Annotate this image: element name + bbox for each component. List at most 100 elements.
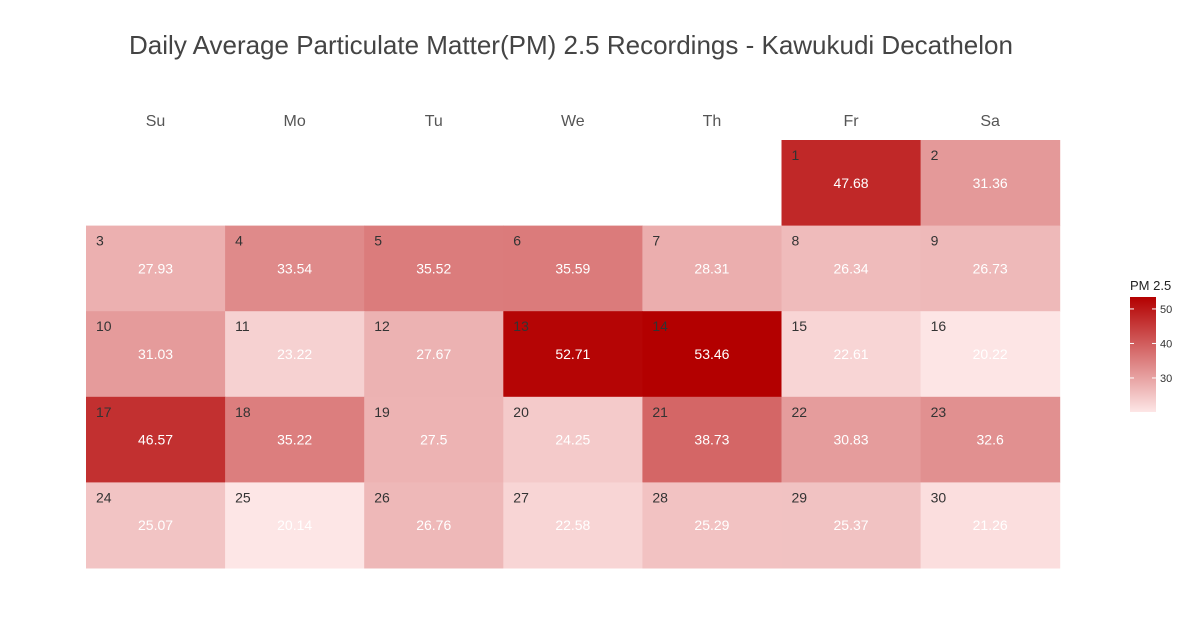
day-number: 23 (931, 404, 947, 420)
legend-tick-label: 30 (1160, 373, 1172, 385)
day-cell: 147.68 (781, 140, 922, 227)
day-number: 2 (931, 147, 939, 163)
day-number: 8 (792, 233, 800, 249)
pm-value: 26.73 (973, 260, 1008, 276)
legend-tick-label: 40 (1160, 338, 1172, 350)
day-cell-fill (781, 140, 922, 227)
pm-value: 20.14 (277, 517, 312, 533)
day-number: 24 (96, 489, 112, 505)
pm-value: 25.29 (694, 517, 729, 533)
day-cell-fill (503, 311, 643, 398)
day-cell-fill (642, 311, 782, 398)
weekday-label: Tu (425, 113, 443, 130)
day-cell: 535.52 (364, 225, 504, 312)
day-cell: 11 23.22 (225, 311, 365, 398)
day-number: 27 (513, 489, 529, 505)
day-cell-fill (642, 225, 782, 312)
day-number: 6 (513, 233, 521, 249)
day-cell-fill (225, 396, 365, 483)
day-cell-fill (364, 225, 504, 312)
legend-tick-label: 50 (1160, 304, 1172, 316)
day-cell: 30 21.26 (920, 482, 1061, 569)
day-cell-fill (503, 396, 643, 483)
day-cell-fill (920, 311, 1061, 398)
day-number: 28 (652, 489, 668, 505)
day-number: 29 (792, 489, 808, 505)
day-cell-fill (920, 396, 1061, 483)
day-number: 20 (513, 404, 529, 420)
day-cell: 29 25.37 (781, 482, 922, 569)
day-cell: 16 20.22 (920, 311, 1061, 398)
day-cell: 231.36 (920, 140, 1061, 227)
day-cell: 15 22.61 (781, 311, 922, 398)
pm-value: 25.37 (834, 517, 869, 533)
day-cell-fill (364, 482, 504, 569)
day-cell-fill (642, 482, 782, 569)
pm-value: 20.22 (973, 346, 1008, 362)
pm-value: 31.03 (138, 346, 173, 362)
legend-colorbar (1130, 297, 1156, 412)
pm-value: 26.76 (416, 517, 451, 533)
day-cell-fill (225, 482, 365, 569)
pm-value: 35.22 (277, 432, 312, 448)
day-cell-fill (364, 311, 504, 398)
day-cell: 24 25.07 (86, 482, 226, 569)
day-cell-fill (86, 482, 226, 569)
day-number: 21 (652, 404, 668, 420)
day-cell-fill (86, 396, 226, 483)
pm-value: 35.52 (416, 260, 451, 276)
day-cell-fill (920, 140, 1061, 227)
weekday-label: Mo (284, 113, 306, 130)
weekday-label: Sa (980, 113, 1000, 130)
day-cell: 635.59 (503, 225, 643, 312)
weekday-label: Su (146, 113, 166, 130)
pm-value: 30.83 (834, 432, 869, 448)
day-cell: 19 27.5 (364, 396, 504, 483)
day-number: 14 (652, 318, 668, 334)
day-cell-fill (503, 482, 643, 569)
pm-value: 21.26 (973, 517, 1008, 533)
day-number: 15 (792, 318, 808, 334)
day-cell: 25 20.14 (225, 482, 365, 569)
pm-value: 35.59 (555, 260, 590, 276)
pm-value: 31.36 (973, 175, 1008, 191)
day-number: 7 (652, 233, 660, 249)
day-cell-fill (781, 311, 922, 398)
day-number: 10 (96, 318, 112, 334)
chart-title: Daily Average Particulate Matter(PM) 2.5… (129, 30, 1013, 60)
pm-value: 27.5 (420, 432, 447, 448)
weekday-label: We (561, 113, 585, 130)
day-cell: 28 25.29 (642, 482, 782, 569)
day-cell-fill (781, 396, 922, 483)
pm-value: 23.22 (277, 346, 312, 362)
day-number: 30 (931, 489, 947, 505)
day-cell-fill (781, 225, 922, 312)
day-cell: 10 31.03 (86, 311, 226, 398)
pm-value: 24.25 (555, 432, 590, 448)
day-cell-fill (503, 225, 643, 312)
day-number: 19 (374, 404, 390, 420)
day-cell-fill (225, 311, 365, 398)
pm-value: 22.61 (834, 346, 869, 362)
day-number: 22 (792, 404, 808, 420)
pm-value: 27.93 (138, 260, 173, 276)
day-cell: 27 22.58 (503, 482, 643, 569)
day-cell: 327.93 (86, 225, 226, 312)
day-cell-fill (920, 482, 1061, 569)
pm-value: 27.67 (416, 346, 451, 362)
pm-value: 52.71 (555, 346, 590, 362)
pm-value: 25.07 (138, 517, 173, 533)
day-cell: 17 46.57 (86, 396, 226, 483)
day-number: 17 (96, 404, 112, 420)
legend-title: PM 2.5 (1130, 278, 1171, 293)
day-number: 1 (792, 147, 800, 163)
day-number: 9 (931, 233, 939, 249)
day-cell-fill (642, 396, 782, 483)
weekday-label: Th (703, 113, 722, 130)
day-number: 26 (374, 489, 390, 505)
weekday-header: Su Mo Tu We Th Fr Sa (146, 113, 1000, 130)
day-cell-fill (225, 225, 365, 312)
day-cell: 23 32.6 (920, 396, 1061, 483)
day-number: 16 (931, 318, 947, 334)
